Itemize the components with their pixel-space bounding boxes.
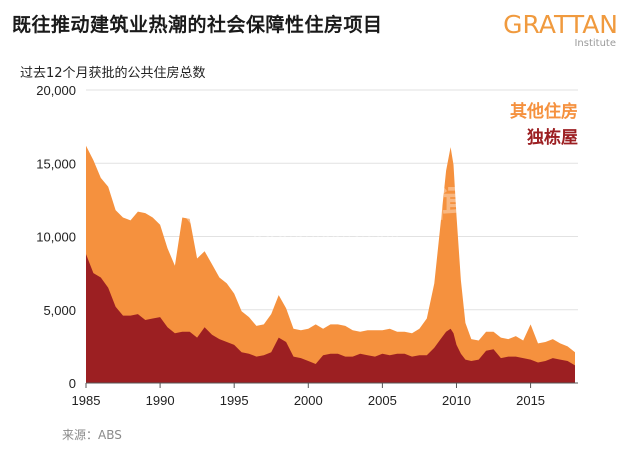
x-tick-label: 1990 bbox=[146, 393, 175, 408]
y-axis: 0 5,000 10,000 15,000 20,000 bbox=[36, 83, 76, 391]
x-tick-label: 2015 bbox=[516, 393, 545, 408]
y-tick-label: 0 bbox=[69, 376, 76, 391]
area-series bbox=[86, 145, 575, 383]
watermark-name: 澳洲财经见闻 bbox=[246, 184, 474, 225]
chart-title: 既往推动建筑业热潮的社会保障性住房项目 bbox=[12, 14, 383, 36]
x-tick-label: 2010 bbox=[442, 393, 471, 408]
logo-name: GRATTAN bbox=[503, 10, 618, 39]
y-tick-label: 5,000 bbox=[43, 303, 76, 318]
x-tick-label: 1995 bbox=[220, 393, 249, 408]
watermark-badge-icon bbox=[182, 176, 238, 232]
y-tick-label: 15,000 bbox=[36, 156, 76, 171]
x-axis: 1985 1990 1995 2000 2005 2010 2015 bbox=[72, 382, 578, 408]
watermark: AFN 澳洲财经见闻 www.afndaily.com bbox=[182, 176, 474, 242]
legend-other: 其他住房 bbox=[510, 101, 578, 122]
legend-houses: 独栋屋 bbox=[527, 127, 578, 148]
watermark-url: www.afndaily.com bbox=[252, 227, 401, 242]
chart-subtitle: 过去12个月获批的公共住房总数 bbox=[20, 66, 206, 81]
source-note: 来源：ABS bbox=[62, 428, 122, 442]
y-tick-label: 20,000 bbox=[36, 83, 76, 98]
x-tick-label: 1985 bbox=[72, 393, 101, 408]
grattan-logo: GRATTAN Institute bbox=[503, 12, 618, 50]
logo-sub: Institute bbox=[574, 38, 616, 49]
x-tick-label: 2000 bbox=[294, 393, 323, 408]
watermark-badge: AFN bbox=[187, 193, 233, 217]
y-tick-label: 10,000 bbox=[36, 230, 76, 245]
area-detached-houses bbox=[86, 254, 575, 383]
x-tick-label: 2005 bbox=[368, 393, 397, 408]
area-other-housing bbox=[86, 145, 575, 383]
